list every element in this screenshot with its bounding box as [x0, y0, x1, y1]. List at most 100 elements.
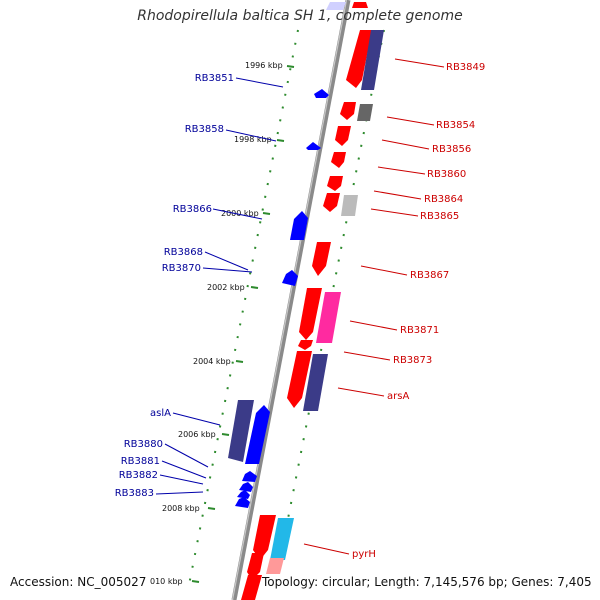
gene-label-rb3871[interactable]: RB3871: [400, 325, 439, 336]
gene-label-rb3856[interactable]: RB3856: [432, 144, 471, 155]
leader-line: [303, 543, 350, 555]
genome-backbone: [231, 0, 351, 600]
leader-line: [155, 491, 204, 495]
reverse-strand-genes: [241, 2, 384, 600]
gene-label-rb3851[interactable]: RB3851: [195, 73, 234, 84]
leader-line: [370, 208, 419, 217]
leader-line: [343, 351, 391, 361]
topology-summary: Topology: circular; Length: 7,145,576 bp…: [262, 575, 592, 589]
accession-text: Accession: NC_005027: [10, 575, 147, 589]
gene-feature: [241, 575, 262, 600]
gene-feature: [239, 482, 253, 492]
gene-label-rb3858[interactable]: RB3858: [185, 124, 224, 135]
gene-feature: [228, 400, 254, 462]
gene-label-rb3849[interactable]: RB3849: [446, 62, 485, 73]
gene-label-rb3864[interactable]: RB3864: [424, 194, 463, 205]
scale-label-2000: 2000 kbp: [221, 209, 259, 218]
leader-line: [159, 474, 204, 485]
leader-line: [381, 139, 430, 150]
scale-label-1996: 1996 kbp: [245, 61, 283, 70]
gene-feature: [266, 558, 284, 574]
scale-tick-2006: [221, 433, 230, 436]
gene-feature: [361, 30, 384, 90]
scale-label-2002: 2002 kbp: [207, 283, 245, 292]
scale-label-1998: 1998 kbp: [234, 135, 272, 144]
leader-line: [235, 77, 284, 88]
scale-tick-2000: [262, 212, 271, 215]
gene-feature: [357, 104, 373, 121]
scale-label-2006: 2006 kbp: [178, 430, 216, 439]
gene-label-asla[interactable]: aslA: [150, 408, 171, 419]
leader-line: [161, 460, 207, 479]
gene-label-rb3868[interactable]: RB3868: [164, 247, 203, 258]
forward-label-leaders: [155, 77, 284, 495]
gene-label-rb3866[interactable]: RB3866: [173, 204, 212, 215]
leader-line: [164, 443, 209, 468]
gene-feature: [242, 471, 257, 482]
scale-tick-1996: [286, 65, 295, 68]
gene-feature: [335, 126, 351, 146]
scale-tick-1998: [276, 139, 285, 142]
gene-feature: [316, 292, 341, 343]
gene-feature: [352, 2, 368, 8]
gene-label-rb3865[interactable]: RB3865: [420, 211, 459, 222]
gene-feature: [327, 176, 343, 191]
gene-feature: [253, 515, 276, 560]
gene-feature: [299, 288, 322, 340]
reverse-label-leaders: [303, 58, 445, 555]
gene-label-arsa[interactable]: arsA: [387, 391, 409, 402]
scale-label-2010: 010 kbp: [150, 577, 183, 586]
scale-tick-2004: [235, 360, 244, 363]
gene-label-rb3880[interactable]: RB3880: [124, 439, 163, 450]
leader-line: [386, 116, 435, 126]
gene-label-rb3867[interactable]: RB3867: [410, 270, 449, 281]
leader-line: [204, 251, 249, 271]
gene-label-pyrh[interactable]: pyrH: [352, 549, 376, 560]
scale-tick-2010: [191, 580, 200, 583]
gene-feature: [303, 354, 328, 411]
leader-line: [377, 166, 426, 175]
gene-label-rb3870[interactable]: RB3870: [162, 263, 201, 274]
gene-label-rb3883[interactable]: RB3883: [115, 488, 154, 499]
gene-feature: [270, 518, 294, 560]
leader-line: [337, 387, 385, 397]
leader-line: [172, 412, 221, 426]
leader-line: [212, 208, 263, 220]
gene-label-rb3860[interactable]: RB3860: [427, 169, 466, 180]
forward-gene-labels: RB3851 RB3858 RB3866 RB3868 RB3870 aslA …: [115, 73, 234, 499]
gene-feature: [306, 142, 321, 150]
gene-label-rb3873[interactable]: RB3873: [393, 355, 432, 366]
gene-label-rb3882[interactable]: RB3882: [119, 470, 158, 481]
leader-line: [349, 320, 398, 331]
gene-feature: [326, 2, 346, 10]
leader-line: [394, 58, 445, 68]
scale-ticks: [191, 65, 295, 583]
gene-feature: [245, 405, 270, 464]
gene-feature: [290, 211, 308, 240]
gene-label-rb3881[interactable]: RB3881: [121, 456, 160, 467]
gene-feature: [323, 193, 340, 212]
gene-feature: [287, 351, 312, 408]
scale-tick-2002: [250, 286, 259, 289]
leader-line: [360, 265, 408, 276]
genome-backbone-highlight: [231, 0, 348, 600]
leader-line: [202, 267, 253, 273]
scale-label-2008: 2008 kbp: [162, 504, 200, 513]
gene-label-rb3854[interactable]: RB3854: [436, 120, 475, 131]
gene-feature: [282, 270, 298, 286]
gene-feature: [237, 490, 250, 499]
map-title: Rhodopirellula baltica SH 1, complete ge…: [137, 8, 463, 24]
leader-line: [373, 190, 422, 200]
gene-feature: [247, 553, 264, 580]
scale-label-2004: 2004 kbp: [193, 357, 231, 366]
scale-tick-2008: [207, 507, 216, 510]
gene-feature: [340, 102, 356, 120]
gene-feature: [314, 89, 329, 98]
gene-feature: [341, 195, 358, 216]
reverse-gene-labels: RB3849 RB3854 RB3856 RB3860 RB3864 RB386…: [352, 62, 485, 560]
leader-line: [225, 129, 277, 142]
forward-strand-genes: [228, 2, 346, 508]
gene-feature: [312, 242, 331, 276]
